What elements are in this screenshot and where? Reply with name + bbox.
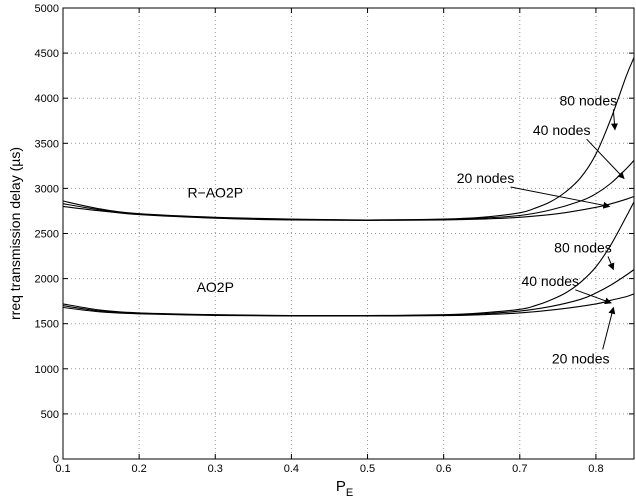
x-axis-label: PE xyxy=(336,478,353,499)
x-tick-label: 0.4 xyxy=(284,463,299,475)
x-tick-label: 0.1 xyxy=(55,463,70,475)
y-tick-label: 2500 xyxy=(35,229,59,241)
x-tick-label: 0.5 xyxy=(360,463,375,475)
y-tick-label: 0 xyxy=(53,454,59,466)
annotation-arrow-r-40 xyxy=(586,138,625,179)
annotation-arrow-r-20 xyxy=(510,186,611,209)
annotation-r-20: 20 nodes xyxy=(457,170,515,186)
annotation-arrow-a-40 xyxy=(575,289,612,305)
y-tick-label: 2000 xyxy=(35,274,59,286)
annotation-arrow-a-80 xyxy=(607,256,615,271)
x-axis-label-subscript: E xyxy=(346,487,353,499)
series-line-r-ao2p-80-nodes xyxy=(62,57,635,221)
annotation-arrow-r-80 xyxy=(610,109,618,131)
annotation-arrow-a-20 xyxy=(602,306,616,350)
annotation-ao2p-label: AO2P xyxy=(197,279,234,295)
series-line-ao2p-80-nodes xyxy=(62,201,635,317)
y-tick-label: 1500 xyxy=(35,319,59,331)
y-tick-label: 4500 xyxy=(35,48,59,60)
annotation-a-40: 40 nodes xyxy=(521,273,579,289)
y-tick-label: 4000 xyxy=(35,93,59,105)
x-tick-label: 0.8 xyxy=(588,463,603,475)
series-line-r-ao2p-20-nodes xyxy=(62,195,635,221)
axis-ticks: 0.1 0.2 0.3 0.4 0.5 0.6 0.7 0.8 0 500 1000 1500 2000… xyxy=(35,3,634,475)
annotations: R−AO2P AO2P 80 nodes 40 nodes 20 nodes 80 nod… xyxy=(187,92,625,366)
x-tick-label: 0.6 xyxy=(436,463,451,475)
annotation-r-40: 40 nodes xyxy=(533,122,591,138)
annotation-a-80: 80 nodes xyxy=(554,239,612,255)
y-tick-label: 5000 xyxy=(35,3,59,15)
annotation-a-20: 20 nodes xyxy=(552,350,610,366)
y-tick-label: 1000 xyxy=(35,364,59,376)
x-tick-label: 0.3 xyxy=(208,463,223,475)
annotation-r-ao2p-label: R−AO2P xyxy=(187,184,243,200)
series-group xyxy=(62,57,635,317)
y-tick-label: 3000 xyxy=(35,183,59,195)
series-line-r-ao2p-40-nodes xyxy=(62,160,635,221)
y-tick-label: 3500 xyxy=(35,138,59,150)
grid xyxy=(63,8,634,459)
x-tick-label: 0.7 xyxy=(512,463,527,475)
y-tick-label: 500 xyxy=(41,409,59,421)
annotation-r-80: 80 nodes xyxy=(560,92,618,108)
x-axis-label-main: P xyxy=(336,478,346,495)
plot-frame xyxy=(62,7,635,460)
y-axis-label: rreq transmission delay (µs) xyxy=(7,147,23,320)
x-tick-label: 0.2 xyxy=(131,463,146,475)
